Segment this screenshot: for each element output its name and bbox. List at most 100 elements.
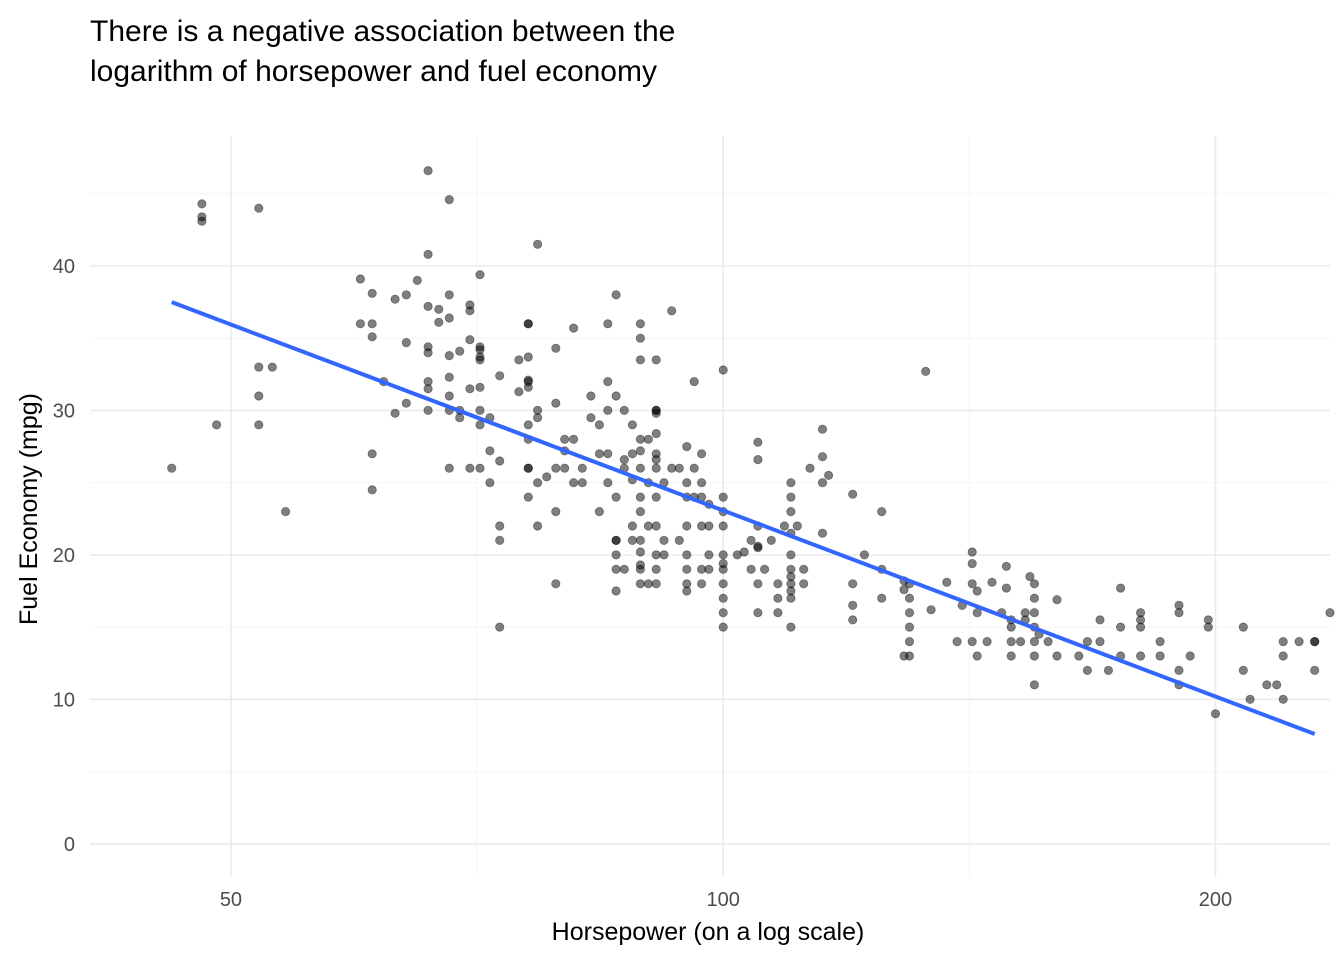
data-point [792, 521, 802, 531]
data-point [1025, 571, 1035, 582]
data-point [1015, 636, 1026, 647]
data-point [848, 579, 858, 589]
data-point [444, 195, 454, 205]
data-point [877, 593, 887, 603]
data-point [254, 420, 264, 430]
data-point [475, 270, 485, 280]
data-point [197, 216, 207, 226]
data-point [718, 622, 728, 632]
data-point [523, 382, 533, 392]
data-point [465, 463, 475, 473]
data-point [704, 564, 714, 574]
data-point [495, 521, 505, 531]
data-point [799, 579, 809, 589]
data-point [1029, 593, 1040, 603]
data-point [967, 636, 977, 647]
data-point [1029, 680, 1040, 690]
y-tick-label: 0 [64, 834, 75, 856]
data-point [786, 564, 796, 574]
data-point [212, 420, 222, 430]
data-point [1155, 651, 1165, 661]
chart-title: There is a negative association between … [90, 15, 676, 88]
data-point [1052, 595, 1062, 605]
data-point [465, 300, 475, 310]
data-point [423, 301, 433, 311]
data-point [718, 365, 728, 375]
data-point [568, 323, 579, 333]
data-point [904, 636, 915, 647]
data-point [475, 463, 485, 473]
data-point [987, 577, 997, 587]
data-point [786, 492, 796, 502]
data-point [718, 593, 728, 603]
data-point [412, 275, 422, 285]
data-point [1278, 694, 1288, 704]
data-point [651, 521, 661, 531]
data-point [1029, 651, 1040, 661]
data-point [532, 521, 543, 531]
data-point [627, 535, 638, 546]
data-point [682, 586, 692, 596]
data-point [1272, 680, 1282, 690]
data-point [1174, 608, 1184, 618]
data-point [718, 492, 728, 502]
data-point [619, 564, 629, 574]
data-point [619, 405, 629, 415]
x-tick-label: 50 [220, 889, 242, 911]
data-point [367, 288, 377, 298]
data-point [1095, 636, 1105, 647]
data-point [817, 478, 828, 488]
data-point [651, 579, 661, 589]
data-point [254, 203, 264, 213]
y-tick-label: 10 [53, 689, 75, 711]
data-point [682, 564, 692, 574]
data-point [1103, 665, 1114, 676]
data-point [848, 600, 858, 611]
trend-line [171, 300, 1316, 736]
data-point [739, 547, 749, 557]
data-point [367, 449, 377, 459]
data-point [848, 615, 858, 625]
data-point [495, 535, 505, 546]
data-point [523, 463, 533, 473]
data-point [972, 651, 982, 661]
data-point [651, 405, 661, 415]
data-point [423, 166, 433, 176]
data-point [651, 564, 661, 574]
data-point [967, 558, 977, 569]
data-point [1029, 636, 1040, 647]
data-point [718, 521, 728, 531]
y-tick-label: 40 [53, 256, 75, 278]
data-point [444, 290, 454, 300]
data-point [659, 550, 669, 560]
data-point [859, 550, 870, 560]
data-point [704, 521, 714, 531]
data-point [942, 577, 952, 587]
data-point [904, 608, 915, 618]
data-point [1029, 579, 1040, 589]
data-point [514, 387, 524, 397]
data-point [465, 335, 475, 345]
data-point [635, 579, 646, 589]
data-point [1006, 636, 1016, 647]
data-point [280, 506, 291, 517]
data-point [603, 405, 613, 415]
data-point [674, 535, 684, 546]
data-point [635, 564, 646, 574]
data-point [904, 622, 915, 632]
data-point [560, 434, 570, 444]
data-point [423, 348, 433, 358]
data-point [401, 337, 411, 348]
data-point [799, 564, 809, 574]
data-point [603, 376, 613, 387]
data-point [611, 290, 621, 300]
data-point [485, 446, 495, 456]
data-point [1238, 622, 1248, 632]
data-point [635, 319, 646, 329]
data-point [823, 470, 834, 480]
data-point [635, 355, 646, 365]
data-point [635, 434, 646, 444]
data-point [848, 489, 858, 499]
data-point [627, 449, 638, 459]
